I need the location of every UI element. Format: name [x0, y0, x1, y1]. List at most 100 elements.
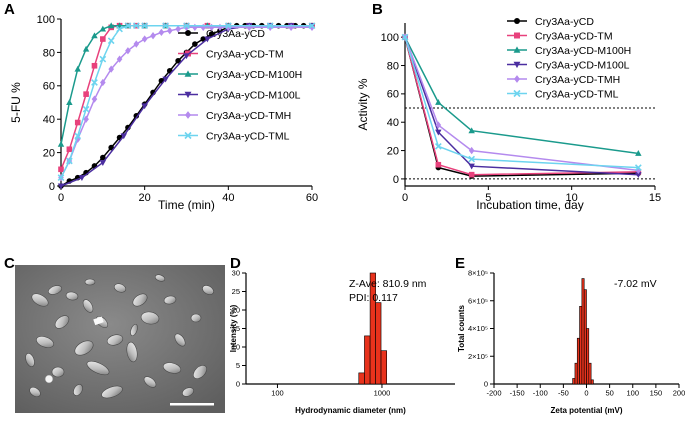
x-tick-label: 0: [58, 192, 64, 204]
sem-particle: [130, 323, 138, 337]
histogram-bar: [375, 302, 382, 385]
x-tick-label: 60: [306, 192, 318, 204]
sem-particle: [113, 283, 127, 293]
x-tick-label: 150: [650, 389, 663, 398]
data-point: [162, 76, 169, 83]
panel-label-d: D: [230, 255, 241, 272]
data-point: [468, 155, 476, 163]
data-point: [150, 32, 156, 40]
data-point: [116, 55, 123, 63]
series-line: [404, 36, 639, 176]
data-point: [100, 78, 106, 87]
data-point: [133, 113, 140, 119]
legend-label: Cry3Aa-yCD-M100L: [206, 90, 301, 102]
legend-marker: [513, 61, 521, 69]
data-point: [100, 154, 106, 161]
data-point: [635, 150, 642, 156]
y-axis-title: Activity %: [356, 78, 370, 130]
y-tick-label: 15: [232, 324, 240, 333]
sem-particle: [29, 386, 41, 398]
data-point: [468, 146, 475, 155]
x-tick-label: -200: [486, 389, 501, 398]
panel-label-b: B: [372, 1, 383, 18]
sem-particle: [154, 274, 166, 282]
y-tick-label: 20: [232, 306, 240, 315]
sem-particle: [126, 341, 138, 363]
data-point: [132, 22, 140, 30]
data-point: [57, 183, 65, 190]
legend-label: Cry3Aa-yCD-TMH: [535, 74, 620, 86]
legend-marker: [184, 131, 192, 140]
y-tick-label: 2×10⁵: [468, 352, 488, 361]
sem-particle: [73, 384, 83, 396]
sem-particles: [25, 274, 214, 399]
data-point: [141, 22, 149, 30]
sem-particle: [162, 362, 182, 374]
data-point: [74, 119, 81, 126]
histogram-bar: [576, 337, 580, 385]
chart-e: -200 -150 -100 -50 0 50 100 150 200 0 2×10⁵ 4×10⁵ 6×…: [457, 269, 685, 415]
data-point: [158, 28, 165, 36]
y-tick-label: 6×10⁵: [468, 296, 488, 305]
x-tick-label: 200: [673, 389, 685, 398]
sem-particle: [36, 336, 54, 348]
legend-marker: [513, 89, 521, 98]
legend-label: Cry3Aa-yCD-M100H: [206, 69, 302, 81]
sem-particle: [140, 311, 160, 325]
sem-particle: [101, 385, 123, 399]
sem-particle: [82, 299, 94, 313]
data-point: [66, 99, 73, 106]
data-point: [108, 65, 114, 73]
histogram-bar: [574, 362, 578, 385]
data-point: [175, 25, 181, 33]
y-axis-title: Total counts: [457, 304, 466, 352]
sem-particle: [65, 291, 79, 301]
annotation-text: -7.02 mV: [614, 278, 657, 290]
legend-marker: [184, 91, 192, 99]
histogram-bar: [590, 379, 594, 385]
sem-particle: [84, 278, 96, 286]
x-axis-title: Incubation time, day: [476, 198, 583, 212]
data-point: [225, 23, 232, 31]
sem-particle: [132, 293, 148, 307]
data-point: [91, 79, 98, 86]
data-point: [124, 22, 132, 30]
x-axis-title: Time (min): [158, 198, 215, 212]
x-tick-label: 5: [485, 192, 491, 204]
series-line: [404, 37, 639, 176]
sem-particle: [190, 313, 202, 323]
series-line: [404, 36, 639, 155]
data-point: [74, 132, 82, 140]
histogram-bar: [380, 350, 387, 385]
sem-particle: [202, 285, 214, 295]
data-point: [58, 166, 64, 173]
legend-marker: [514, 75, 520, 83]
legend-label: Cry3Aa-yCD-TML: [206, 131, 290, 143]
data-point: [120, 133, 127, 140]
y-tick-label: 5: [236, 361, 240, 370]
data-point: [91, 62, 98, 69]
x-tick-label: 40: [222, 192, 234, 204]
sem-particle: [163, 295, 177, 305]
legend-label: Cry3Aa-yCD-M100L: [535, 60, 630, 72]
x-tick-label: -100: [533, 389, 548, 398]
y-tick-label: 0: [484, 380, 488, 389]
data-point: [141, 103, 148, 110]
data-point: [468, 163, 475, 170]
data-point: [308, 22, 316, 30]
x-axis-title: Zeta potential (mV): [550, 406, 622, 415]
panel-label-a: A: [4, 1, 15, 18]
data-point: [83, 91, 89, 97]
data-point: [217, 23, 223, 31]
histogram-bar: [579, 305, 583, 385]
data-point: [635, 172, 642, 179]
data-point: [401, 33, 409, 41]
x-tick-label: 10: [566, 192, 578, 204]
legend-marker: [184, 70, 192, 77]
data-point: [183, 22, 190, 30]
chart-a: 0 20 40 60 0 20 40 60 80 100 Time (min) 5-FU % Cry3A…: [9, 14, 318, 212]
data-point: [82, 105, 90, 113]
y-axis-title: Intensity (%): [229, 304, 238, 352]
data-point: [435, 99, 442, 105]
